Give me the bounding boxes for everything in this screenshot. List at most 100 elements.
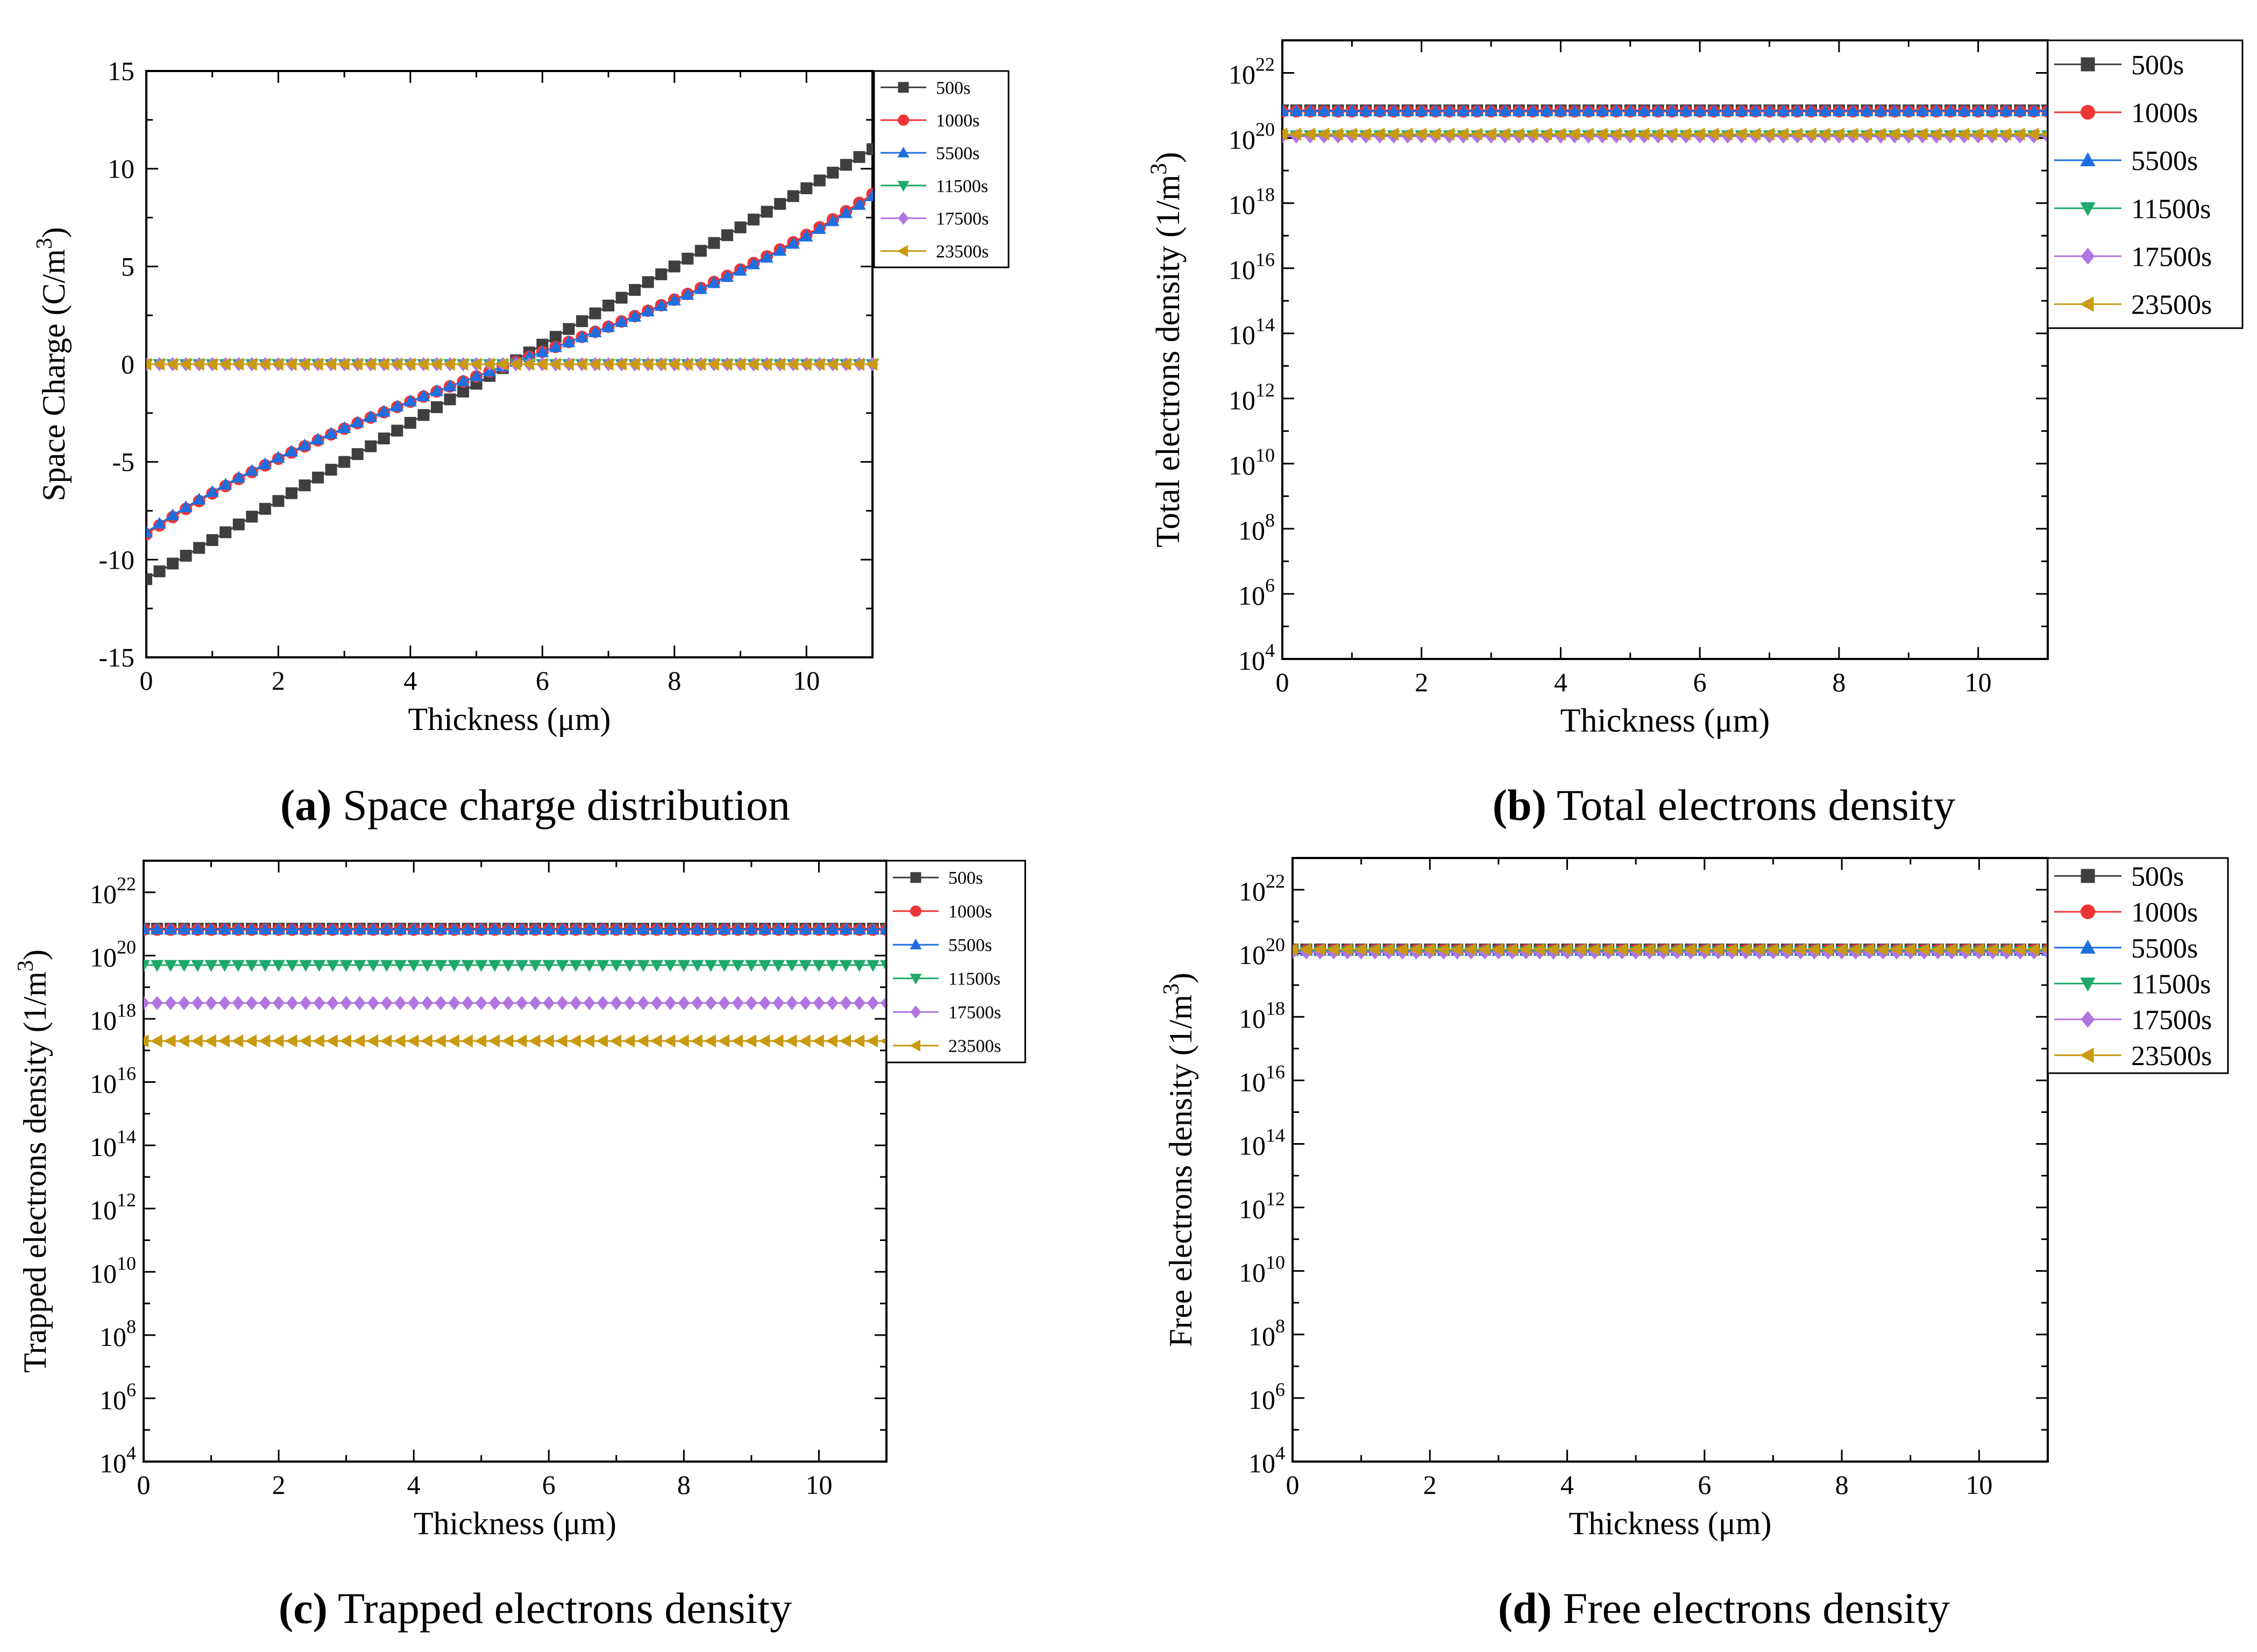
panel-a-point-500s: [259, 502, 271, 515]
caption-a: (a) Space charge distribution: [145, 780, 925, 831]
panel-a-point-23500s: [760, 357, 772, 371]
panel-c-y-tick-label: 1022: [90, 873, 136, 909]
panel-a-point-5500s: [601, 320, 615, 332]
panel-d-y-tick-label: 1014: [1239, 1124, 1285, 1160]
panel-c-point-17500s: [651, 996, 663, 1010]
panel-c-point-11500s: [474, 960, 488, 972]
panel-a-point-23500s: [601, 357, 614, 371]
panel-c-series-11500s: [144, 960, 893, 972]
panel-a-point-500s: [167, 557, 179, 570]
panel-a-point-5500s: [813, 222, 826, 234]
panel-c-x-tick-label: 4: [407, 1470, 421, 1500]
panel-b-point-5500s: [1282, 104, 1289, 116]
panel-b-x-tick-label: 0: [1276, 667, 1289, 697]
panel-c-y-tick-label: 1018: [90, 999, 136, 1036]
panel-c-point-23500s: [704, 1034, 716, 1048]
panel-a-point-5500s: [668, 293, 681, 306]
panel-b-point-23500s: [1428, 127, 1440, 141]
panel-b-point-23500s: [1317, 127, 1329, 141]
panel-a-point-23500s: [720, 357, 733, 371]
panel-d-point-23500s: [1492, 942, 1504, 956]
panel-c-point-23500s: [636, 1034, 649, 1048]
panel-a-point-23500s: [152, 357, 165, 371]
panel-a-point-23500s: [179, 357, 191, 371]
panel-c-point-17500s: [867, 996, 879, 1010]
panel-d-x-tick-label: 6: [1698, 1470, 1711, 1500]
panel-c-point-11500s: [313, 960, 326, 972]
panel-c-point-23500s: [677, 1034, 689, 1048]
panel-b-x-tick-label: 2: [1415, 667, 1428, 697]
panel-c-legend-frame: [885, 860, 1026, 1063]
panel-a-point-500s: [299, 479, 311, 492]
panel-a-point-500s: [286, 487, 297, 499]
caption-a-text: Space charge distribution: [331, 781, 791, 829]
panel-c-point-17500s: [367, 996, 379, 1010]
panel-c-point-5500s: [826, 922, 839, 934]
panel-c-point-11500s: [704, 960, 718, 972]
panel-b-point-23500s: [1846, 127, 1858, 141]
panel-b-point-23500s: [1999, 127, 2011, 141]
panel-a-point-500s: [840, 159, 852, 171]
panel-c-point-11500s: [380, 960, 394, 972]
panel-c-point-5500s: [744, 922, 758, 934]
panel-b-x-tick-label: 10: [1965, 667, 1992, 697]
panel-b-point-23500s: [1665, 127, 1677, 141]
panel-a-point-500s: [338, 456, 351, 468]
panel-a-point-500s: [787, 190, 799, 202]
panel-a-point-23500s: [680, 357, 693, 371]
panel-c-point-11500s: [144, 960, 151, 972]
panel-c-point-23500s: [339, 1034, 351, 1048]
panel-b-y-axis: 1022 1020 1018 1016 1014 1012 1010 108 106 104 Tot…: [1146, 39, 2048, 676]
panel-d-point-23500s: [1313, 942, 1325, 956]
panel-c-point-11500s: [353, 960, 366, 972]
panel-c-point-23500s: [245, 1034, 257, 1048]
panel-c-point-17500s: [853, 996, 865, 1010]
panel-a-x-tick-label: 2: [272, 665, 285, 696]
panel-b-y-tick-label: 1020: [1229, 119, 1275, 155]
panel-b-point-23500s: [1498, 127, 1510, 141]
panel-b-y-tick-label: 1010: [1229, 444, 1275, 480]
panel-a-x-tick-label: 0: [140, 665, 153, 696]
panel-c-point-11500s: [393, 960, 407, 972]
panel-a-point-500s: [721, 229, 733, 242]
panel-c-point-23500s: [555, 1034, 567, 1048]
panel-c-point-11500s: [596, 960, 609, 972]
panel-a-y-tick-label: -15: [98, 642, 134, 672]
panel-c-point-23500s: [718, 1034, 730, 1048]
panel-a-y-tick-label: 10: [108, 154, 134, 184]
panel-b-legend-marker-11500s: [2080, 202, 2096, 217]
panel-a-point-23500s: [865, 357, 878, 371]
panel-a-point-5500s: [734, 264, 747, 276]
panel-c-point-23500s: [839, 1034, 851, 1048]
panel-c-point-17500s: [543, 996, 555, 1010]
panel-c-point-23500s: [231, 1034, 244, 1048]
panel-c-point-5500s: [313, 922, 326, 934]
panel-c-point-11500s: [677, 960, 691, 972]
panel-c-point-23500s: [798, 1034, 811, 1048]
panel-c-point-23500s: [663, 1034, 676, 1048]
panel-c-point-5500s: [299, 922, 313, 934]
panel-c-point-11500s: [529, 960, 542, 972]
panel-b-point-5500s: [1595, 104, 1609, 116]
panel-a-point-500s: [629, 283, 641, 296]
panel-d-point-23500s: [1293, 942, 1298, 956]
panel-c-point-23500s: [542, 1034, 554, 1048]
panel-c-point-17500s: [462, 996, 474, 1010]
panel-c-point-23500s: [744, 1034, 757, 1048]
panel-a-point-23500s: [192, 357, 204, 371]
panel-a-point-23500s: [733, 357, 746, 371]
panel-c-point-17500s: [840, 996, 852, 1010]
panel-b-legend-label-5500s: 5500s: [2131, 146, 2198, 176]
panel-c-point-11500s: [853, 960, 866, 972]
panel-c-point-5500s: [718, 922, 731, 934]
panel-d-point-23500s: [1944, 942, 1957, 956]
panel-b-point-23500s: [1707, 127, 1719, 141]
panel-d-point-23500s: [1738, 942, 1751, 956]
panel-c-point-11500s: [718, 960, 731, 972]
panel-c-point-5500s: [812, 922, 826, 934]
panel-b-point-23500s: [1651, 127, 1663, 141]
panel-b-point-5500s: [1805, 104, 1818, 116]
panel-a-point-5500s: [760, 251, 773, 263]
panel-b-series-group: [1282, 104, 2055, 144]
